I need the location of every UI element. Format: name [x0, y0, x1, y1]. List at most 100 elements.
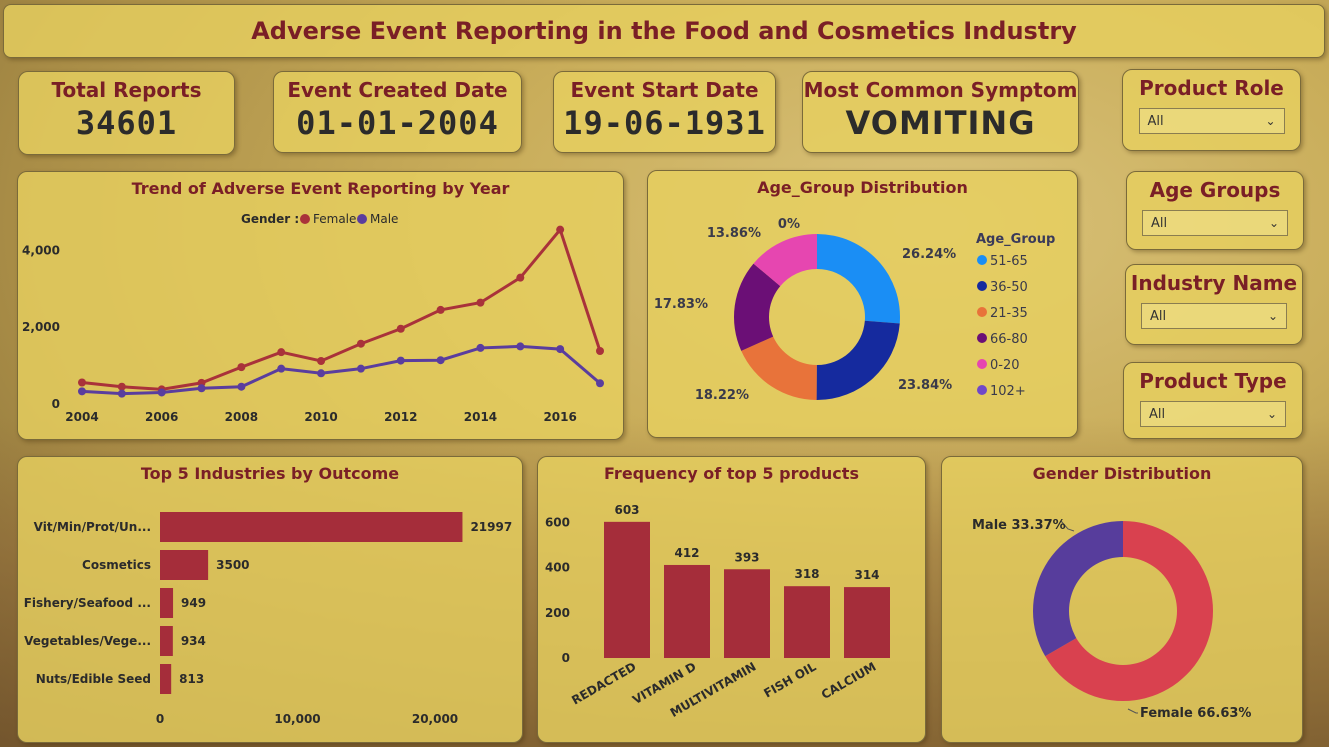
chart-title: Top 5 Industries by Outcome [140, 464, 400, 483]
legend-swatch-51-65 [977, 255, 987, 265]
chevron-down-icon: ⌄ [1267, 309, 1278, 323]
data-point-female [277, 348, 286, 357]
kpi-total-reports: Total Reports 34601 [18, 71, 235, 155]
legend-swatch-female [300, 214, 310, 224]
data-point-female [436, 305, 445, 314]
age-groups-dropdown[interactable]: All ⌄ [1142, 210, 1288, 236]
kpi-event-start-date: Event Start Date 19-06-1931 [553, 71, 776, 153]
legend-swatch-0-20 [977, 359, 987, 369]
bar [160, 626, 173, 656]
y-tick-label: 600 [545, 516, 570, 530]
category-label: REDACTED [569, 659, 638, 707]
kpi-value: VOMITING [845, 104, 1036, 142]
bar [160, 588, 174, 618]
age-group-panel: Age_Group Distribution Age_Group 26.24% 2… [647, 170, 1078, 438]
x-tick-label: 2010 [304, 410, 337, 424]
data-point-male [117, 389, 126, 398]
bar [160, 550, 209, 580]
leader-line [1127, 708, 1138, 714]
legend-swatch-21-35 [977, 307, 987, 317]
kpi-most-common-symptom: Most Common Symptom VOMITING [802, 71, 1079, 153]
bar-data-label: 603 [614, 503, 639, 517]
data-point-female [356, 339, 365, 348]
legend-label-female: Female [313, 212, 356, 226]
legend-label-66-80: 66-80 [990, 332, 1028, 347]
category-label: FISH OIL [761, 659, 818, 700]
slice-data-label: 26.24% [902, 247, 956, 262]
legend-label-36-50: 36-50 [990, 280, 1028, 295]
x-tick-label: 2012 [384, 410, 417, 424]
slicer-label: Product Type [1139, 369, 1287, 393]
category-label: Cosmetics [82, 558, 151, 572]
legend-label-0-20: 0-20 [990, 358, 1020, 373]
data-point-male [516, 342, 525, 351]
data-point-female [317, 356, 326, 365]
slicer-age-groups: Age Groups All ⌄ [1126, 171, 1304, 250]
series-line-male [81, 344, 601, 396]
donut-slice-female [1045, 521, 1213, 701]
top-industries-panel: Top 5 Industries by Outcome Vit/Min/Prot… [17, 456, 523, 743]
bar-data-label: 393 [734, 550, 759, 564]
x-tick-label: 2014 [464, 410, 497, 424]
slice-data-label: 23.84% [898, 378, 952, 393]
chart-title: Gender Distribution [1032, 464, 1212, 483]
slice-data-label: Male 33.37% [972, 518, 1066, 533]
slicer-label: Age Groups [1149, 178, 1281, 202]
dropdown-value: All [1149, 406, 1166, 422]
donut-slice-0-20 [753, 234, 817, 287]
y-tick-label: 4,000 [22, 243, 60, 257]
category-label: CALCIUM [819, 659, 879, 701]
chart-legend: Gender : Female Male [241, 212, 398, 226]
legend-title: Gender : [241, 212, 299, 226]
data-point-male [556, 345, 565, 354]
industry-name-dropdown[interactable]: All ⌄ [1141, 303, 1287, 329]
bar-data-label: 314 [854, 568, 879, 582]
y-tick-label: 200 [545, 606, 570, 620]
dashboard-header: Adverse Event Reporting in the Food and … [3, 4, 1325, 58]
legend-swatch-102+ [977, 385, 987, 395]
data-point-male [317, 369, 326, 378]
data-point-male [237, 382, 246, 391]
slicer-product-role: Product Role All ⌄ [1122, 69, 1301, 151]
donut-slice-66-80 [734, 263, 781, 351]
gender-donut-chart[interactable]: Female 66.63% Male 33.37% [942, 457, 1304, 744]
series-line-female [81, 226, 602, 391]
dropdown-value: All [1147, 113, 1164, 129]
product-type-dropdown[interactable]: All ⌄ [1140, 401, 1286, 427]
data-point-female [596, 347, 604, 356]
legend-label-51-65: 51-65 [990, 254, 1028, 269]
slice-data-label: 13.86% [707, 226, 761, 241]
kpi-label: Total Reports [51, 78, 202, 102]
legend-title: Age_Group [976, 232, 1055, 247]
trend-line-chart[interactable]: Gender : Female Male 0 2,000 4,000 2004 2006… [18, 172, 625, 441]
data-point-male [157, 388, 166, 397]
bar [664, 564, 710, 658]
legend-swatch-36-50 [977, 281, 987, 291]
slice-data-label: 0% [778, 217, 800, 232]
category-label: Vegetables/Vege... [24, 634, 151, 648]
y-tick-label: 2,000 [22, 320, 60, 334]
data-point-male [596, 379, 604, 388]
age-group-donut-chart[interactable]: Age_Group 26.24% 23.84% 18.22% 17.83% 13.86%… [648, 171, 1079, 439]
kpi-value: 01-01-2004 [296, 104, 499, 142]
gender-panel: Gender Distribution Female 66.63% Male 33… [941, 456, 1303, 743]
leader-line [1060, 520, 1075, 532]
category-label: Nuts/Edible Seed [36, 672, 151, 686]
data-point-male [197, 384, 206, 393]
donut-slice-21-35 [741, 336, 817, 400]
bar [784, 586, 830, 658]
slicer-industry-name: Industry Name All ⌄ [1125, 264, 1303, 345]
bar [844, 587, 890, 658]
top-industries-bar-chart[interactable]: Vit/Min/Prot/Un... 21997 Cosmetics 3500 Fish… [18, 457, 524, 744]
data-point-female [396, 324, 405, 333]
y-tick-label: 0 [52, 397, 60, 411]
category-label: Fishery/Seafood ... [24, 596, 151, 610]
bar-data-label: 412 [674, 546, 699, 560]
y-tick-label: 0 [562, 651, 570, 665]
x-tick-label: 20,000 [412, 712, 458, 726]
slicer-product-type: Product Type All ⌄ [1123, 362, 1303, 439]
trend-chart-panel: Trend of Adverse Event Reporting by Year… [17, 171, 624, 440]
chevron-down-icon: ⌄ [1266, 407, 1277, 421]
product-role-dropdown[interactable]: All ⌄ [1138, 108, 1285, 134]
